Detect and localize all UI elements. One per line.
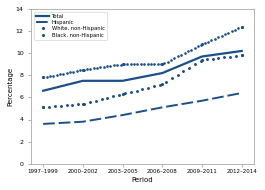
Legend: Total, Hispanic, White, non-Hispanic, Black, non-Hispanic: Total, Hispanic, White, non-Hispanic, Bl…: [34, 12, 107, 40]
Y-axis label: Percentage: Percentage: [7, 67, 13, 106]
X-axis label: Period: Period: [132, 177, 153, 183]
